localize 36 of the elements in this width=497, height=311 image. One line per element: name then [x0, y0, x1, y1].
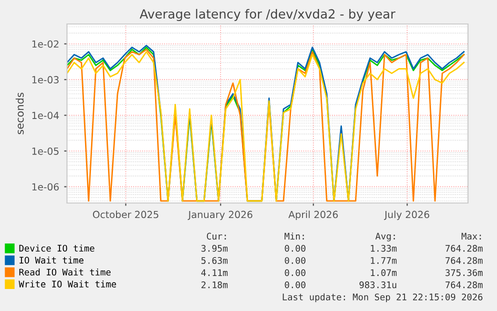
text: 3.95m: [201, 244, 228, 252]
text: 375.36m: [446, 269, 483, 276]
y-tick-label: 1e-05: [32, 147, 59, 155]
text: 2.18m: [201, 281, 228, 288]
legend-label: Read IO Wait time: [19, 268, 111, 276]
text: 764.28m: [446, 244, 483, 252]
text: 0.00: [284, 244, 306, 252]
chart-title: Average latency for /dev/xvda2 - by year: [140, 8, 396, 22]
text: 0.00: [284, 281, 306, 288]
y-tick-label: 1e-02: [32, 40, 58, 48]
text: 1.33m: [370, 244, 397, 252]
x-tick-label: July 2026: [384, 210, 430, 220]
text: Min:: [284, 232, 304, 240]
text: 4.11m: [201, 269, 228, 276]
x-tick-label: January 2026: [188, 210, 252, 220]
legend-label: IO Wait time: [20, 256, 84, 264]
text: 0.00: [284, 269, 306, 276]
text: 0.00: [284, 257, 306, 264]
x-tick-label: October 2025: [92, 210, 158, 218]
x-tick-label: April 2026: [288, 210, 338, 220]
text: Cur:: [206, 232, 226, 240]
text: 983.31u: [360, 281, 396, 288]
text: 1.07m: [370, 269, 397, 276]
legend-label: Device IO time: [19, 244, 94, 252]
y-axis-title: seconds: [16, 92, 24, 134]
text: Avg:: [375, 232, 395, 242]
y-tick-label: 1e-06: [32, 183, 59, 191]
text: 764.28m: [446, 257, 483, 264]
text: Last update: Mon Sep 21 22:15:09 2026: [282, 293, 482, 302]
legend-label: Write IO Wait time: [18, 280, 116, 288]
text: Max:: [462, 232, 481, 240]
y-tick-label: 1e-03: [32, 76, 59, 84]
text: 1.77m: [370, 257, 397, 264]
text: 764.28m: [446, 281, 483, 288]
y-tick-label: 1e-04: [32, 112, 59, 120]
text: 5.63m: [201, 257, 228, 264]
